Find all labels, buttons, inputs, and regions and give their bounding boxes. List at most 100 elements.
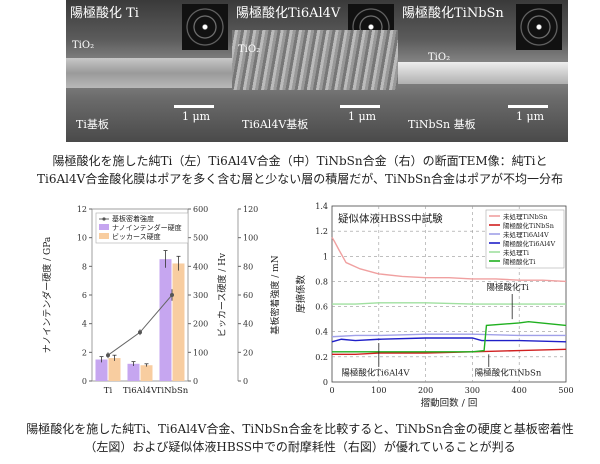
series-line bbox=[331, 237, 567, 283]
y-tick-label-right2: 0 bbox=[243, 377, 248, 386]
scale-label: 1 μm bbox=[516, 110, 545, 123]
bar bbox=[127, 363, 140, 381]
y-tick-label-left: 10 bbox=[77, 234, 87, 243]
y-tick-label-left: 0 bbox=[82, 377, 87, 386]
y-tick-label-right1: 500 bbox=[193, 234, 208, 243]
bar bbox=[159, 259, 172, 381]
y-tick-label-right1: 400 bbox=[193, 262, 208, 271]
legend-swatch bbox=[99, 233, 109, 239]
scale-bar bbox=[340, 105, 380, 108]
y-axis-label: 摩擦係数 bbox=[295, 275, 307, 314]
diffraction-pattern bbox=[516, 4, 562, 50]
caption-bottom-line1: 陽極酸化を施した純Ti、Ti6Al4V合金、TiNbSn合金を比較すると、TiN… bbox=[26, 422, 574, 436]
adhesion-point bbox=[138, 330, 142, 335]
y-tick-label-right2: 40 bbox=[243, 320, 253, 329]
legend-label: 陽極酸化Ti bbox=[503, 257, 535, 266]
series-line bbox=[331, 337, 567, 343]
tem-title: 陽極酸化 Ti bbox=[70, 6, 139, 21]
y-axis-label-left: ナノインテンダー硬度 / GPa bbox=[41, 236, 53, 353]
legend-label: 陽極酸化Ti6Al4V bbox=[503, 239, 555, 248]
y-tick-label: 0.2 bbox=[315, 353, 328, 362]
y-tick-label: 1.4 bbox=[315, 202, 328, 211]
tem-image-ti: 陽極酸化 Ti TiO₂ 1 μm Ti基板 bbox=[66, 0, 234, 142]
y-tick-label-left: 6 bbox=[82, 291, 87, 300]
legend-box bbox=[485, 209, 565, 269]
bar bbox=[95, 359, 108, 381]
annotation-label: 陽極酸化Ti6Al4V bbox=[341, 368, 410, 379]
y-tick-label-left: 12 bbox=[77, 205, 87, 214]
y-tick-label-right1: 200 bbox=[193, 320, 208, 329]
legend-swatch bbox=[99, 224, 109, 230]
legend-label: 未処理Ti6Al4V bbox=[503, 230, 549, 239]
legend-label: 陽極酸化TiNbSn bbox=[503, 221, 554, 230]
y-tick-label-right2: 80 bbox=[243, 262, 253, 271]
x-tick-label: 400 bbox=[512, 386, 527, 395]
y-tick-label-right2: 60 bbox=[243, 291, 253, 300]
y-tick-label-left: 2 bbox=[82, 348, 87, 357]
tem-title: 陽極酸化TiNbSn bbox=[402, 6, 504, 21]
scale-bar bbox=[508, 105, 548, 108]
oxide-layer bbox=[232, 30, 400, 90]
substrate-label: TiNbSn 基板 bbox=[408, 118, 476, 131]
caption-top-line2: Ti6Al4V合金酸化膜はポアを多く含む層と少ない層の積層だが、TiNbSn合金… bbox=[36, 172, 564, 186]
y-axis-label-right1: ビッカース硬度 / Hv bbox=[216, 252, 228, 337]
bar bbox=[108, 358, 121, 381]
adhesion-point bbox=[170, 293, 174, 297]
y-tick-label: 0 bbox=[323, 378, 328, 387]
annotation-label: 陽極酸化TiNbSn bbox=[475, 368, 542, 379]
y-tick-label-left: 8 bbox=[82, 262, 87, 271]
scale-bar bbox=[174, 105, 214, 108]
legend-marker bbox=[102, 217, 106, 221]
tio2-label: TiO₂ bbox=[428, 52, 451, 63]
y-tick-label-right2: 120 bbox=[243, 205, 258, 214]
y-tick-label-right1: 0 bbox=[193, 377, 198, 386]
legend-label: 未処理Ti bbox=[503, 248, 529, 257]
oxide-layer bbox=[66, 58, 234, 88]
y-tick-label: 0.8 bbox=[315, 277, 328, 286]
y-tick-label: 0.6 bbox=[315, 303, 328, 312]
y-tick-label-right1: 300 bbox=[193, 291, 208, 300]
x-tick-label: Ti6Al4V bbox=[123, 386, 158, 396]
x-tick-label: Ti bbox=[104, 386, 113, 396]
y-tick-label-right2: 20 bbox=[243, 348, 253, 357]
legend-label: 基板密着強度 bbox=[112, 214, 154, 223]
tem-image-tinbsn: 陽極酸化TiNbSn TiO₂ 1 μm TiNbSn 基板 bbox=[398, 0, 568, 142]
friction-coefficient-chart: 0 100 200 300 400 500 0 0.2 0.4 0.6 0.8 1 1.2 1.4 摺動回数… bbox=[295, 202, 574, 409]
legend-box bbox=[95, 212, 189, 244]
y-tick-label-right1: 600 bbox=[193, 205, 208, 214]
x-tick-label: 0 bbox=[329, 386, 334, 395]
series-line bbox=[332, 302, 566, 305]
legend-label: 未処理TiNbSn bbox=[503, 212, 547, 221]
series-line bbox=[331, 333, 566, 338]
bar bbox=[172, 263, 185, 381]
scale-label: 1 μm bbox=[348, 110, 377, 123]
x-tick-label: TiNbSn bbox=[156, 386, 189, 396]
substrate-label: Ti基板 bbox=[76, 118, 109, 131]
y-tick-label: 0.4 bbox=[315, 328, 328, 337]
tio2-label: TiO₂ bbox=[72, 40, 95, 51]
y-tick-label-right1: 100 bbox=[193, 348, 208, 357]
series-line bbox=[332, 320, 567, 353]
annotation-label: 陽極酸化Ti bbox=[486, 282, 529, 293]
chart-title: 疑似体液HBSS中試験 bbox=[338, 212, 443, 225]
x-tick-label: 300 bbox=[465, 386, 480, 395]
y-tick-label-right2: 100 bbox=[243, 234, 258, 243]
diffraction-pattern bbox=[182, 4, 228, 50]
y-axis-label-right2: 基板密着強度 / mN bbox=[269, 255, 281, 334]
x-tick-label: 500 bbox=[558, 386, 573, 395]
series-line bbox=[332, 348, 567, 356]
tio2-label: TiO₂ bbox=[238, 44, 261, 55]
bar bbox=[140, 365, 153, 381]
y-tick-label-left: 4 bbox=[82, 320, 87, 329]
oxide-layer bbox=[398, 62, 568, 84]
x-tick-label: 100 bbox=[371, 386, 386, 395]
x-tick-label: 200 bbox=[418, 386, 433, 395]
y-tick-label: 1.2 bbox=[315, 227, 328, 236]
substrate-label: Ti6Al4V基板 bbox=[242, 118, 309, 131]
caption-top-line1: 陽極酸化を施した純Ti（左）Ti6Al4V合金（中）TiNbSn合金（右）の断面… bbox=[52, 154, 548, 168]
y-tick-label: 1 bbox=[323, 252, 328, 261]
x-axis-label: 摺動回数 / 回 bbox=[421, 397, 478, 409]
caption-bottom-line2: （左図）および疑似体液HBSS中での耐摩耗性（右図）が優れていることが判る bbox=[84, 440, 516, 454]
tem-image-ti6al4v: 陽極酸化Ti6Al4V TiO₂ 1 μm Ti6Al4V基板 bbox=[232, 0, 400, 142]
